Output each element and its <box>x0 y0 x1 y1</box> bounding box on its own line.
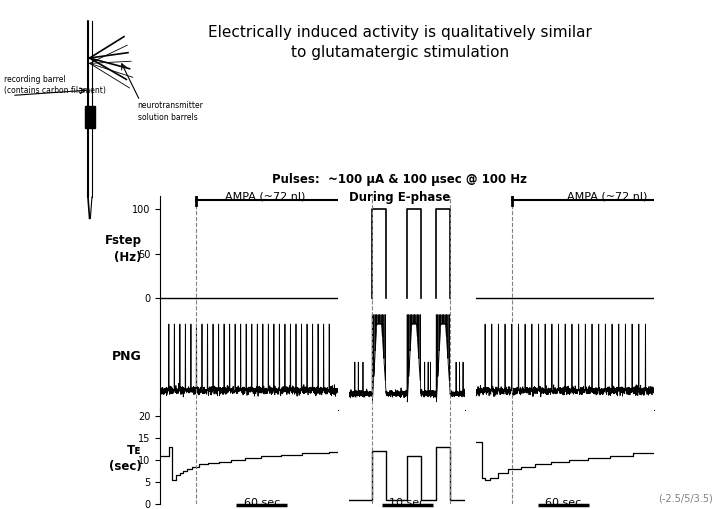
Text: 10 sec: 10 sec <box>389 498 425 508</box>
Text: neurotransmitter
solution barrels: neurotransmitter solution barrels <box>137 101 204 122</box>
Text: Electrically induced activity is qualitatively similar
to glutamatergic stimulat: Electrically induced activity is qualita… <box>208 25 592 60</box>
Text: Tᴇ
(sec): Tᴇ (sec) <box>109 444 142 472</box>
Text: Pulses:  ~100 μA & 100 μsec @ 100 Hz
During E-phase: Pulses: ~100 μA & 100 μsec @ 100 Hz Duri… <box>273 173 527 204</box>
Text: recording barrel
(contains carbon filament): recording barrel (contains carbon filame… <box>4 75 106 95</box>
Text: AMPA (~72 nl): AMPA (~72 nl) <box>567 191 647 201</box>
Text: (-2.5/5/3.5): (-2.5/5/3.5) <box>658 494 712 504</box>
Text: 60 sec: 60 sec <box>244 498 280 508</box>
Text: 60 sec: 60 sec <box>545 498 582 508</box>
Text: Fstep
(Hz): Fstep (Hz) <box>105 235 142 264</box>
Bar <box>85 106 95 127</box>
Text: PNG: PNG <box>112 350 142 363</box>
Text: AMPA (~72 nl): AMPA (~72 nl) <box>225 191 305 201</box>
